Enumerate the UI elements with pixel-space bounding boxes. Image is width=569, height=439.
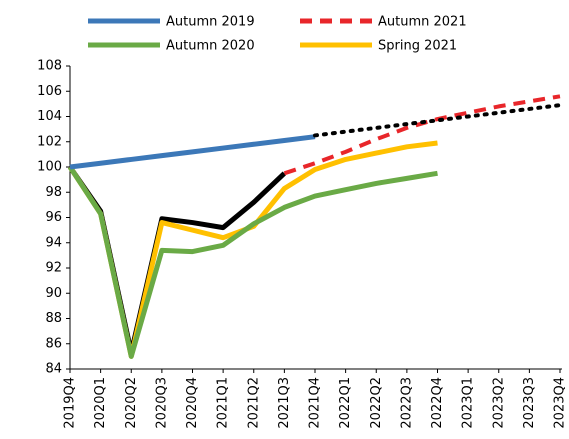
legend-label: Autumn 2021 [378,15,467,30]
y-tick-label: 106 [37,84,62,99]
x-tick-label: 2020Q3 [154,377,169,429]
x-tick-label: 2022Q1 [338,377,353,429]
x-tick-label: 2020Q4 [185,377,200,429]
y-tick-label: 96 [45,210,62,225]
series-line [67,165,287,356]
x-tick-label: 2023Q4 [553,377,568,429]
legend-label: Autumn 2020 [166,39,255,54]
x-tick-label: 2021Q3 [277,377,292,429]
x-tick-label: 2021Q1 [216,377,231,429]
series-line [69,134,316,170]
x-tick-label: 2020Q1 [93,377,108,429]
legend-label: Spring 2021 [378,39,457,54]
y-tick-label: 84 [45,362,62,377]
y-tick-label: 86 [45,336,62,351]
series-line [67,165,438,359]
y-tick-label: 108 [37,59,62,74]
x-tick-label: 2022Q3 [399,377,414,429]
x-tick-label: 2023Q2 [491,377,506,429]
legend-label: Autumn 2019 [166,15,255,30]
x-tick-label: 2021Q4 [308,377,323,429]
series-line [313,103,562,138]
x-tick-label: 2019Q4 [63,377,78,429]
x-tick-label: 2023Q3 [522,377,537,429]
y-tick-label: 88 [45,311,62,326]
y-tick-label: 98 [45,185,62,200]
y-tick-label: 92 [45,261,62,276]
x-tick-label: 2022Q2 [369,377,384,429]
y-tick-label: 94 [45,235,62,250]
x-tick-label: 2022Q4 [430,377,445,429]
y-tick-label: 104 [37,109,62,124]
x-tick-label: 2021Q2 [246,377,261,429]
x-tick-label: 2023Q1 [461,377,476,429]
y-tick-label: 102 [37,134,62,149]
y-tick-label: 90 [45,286,62,301]
y-tick-label: 100 [37,160,62,175]
x-tick-label: 2020Q2 [124,377,139,429]
